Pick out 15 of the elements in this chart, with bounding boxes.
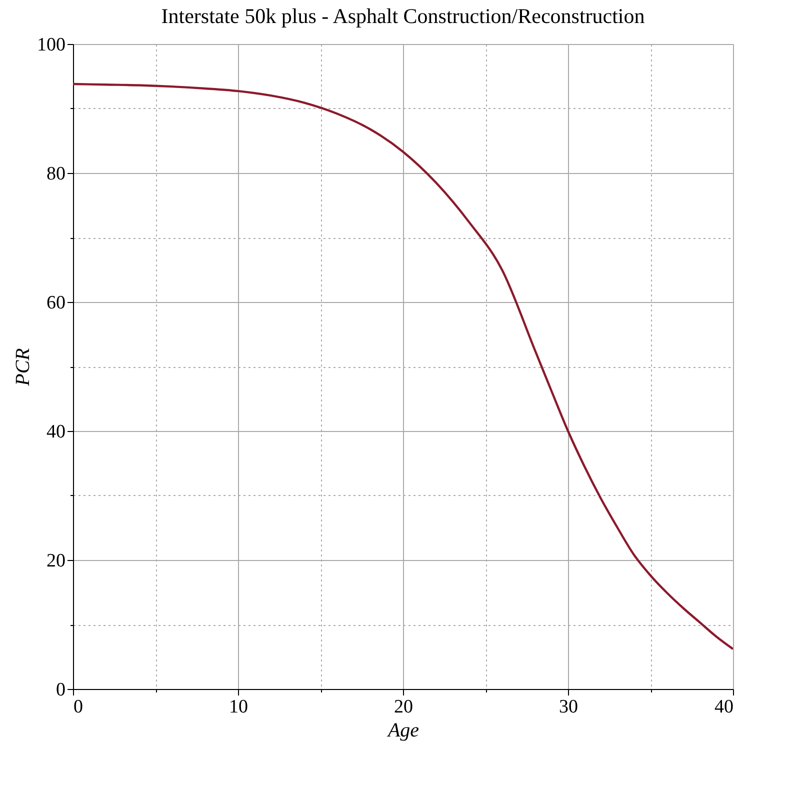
- y-tick-label: 40: [46, 422, 66, 442]
- x-axis-title: Age: [386, 720, 420, 742]
- y-tick-label: 0: [56, 680, 66, 700]
- x-tick-label: 10: [229, 696, 248, 718]
- y-tick-label: 60: [46, 292, 66, 314]
- line-series: [73, 82, 733, 650]
- y-tick-label: 100: [37, 34, 66, 56]
- x-tick-label: 30: [559, 696, 578, 718]
- x-tick-label: 0: [74, 696, 83, 718]
- x-tick-label: 20: [394, 696, 413, 718]
- x-tick-label: 40: [714, 696, 734, 718]
- y-axis-title: PCR: [12, 348, 34, 387]
- y-tick-label: 20: [46, 550, 66, 572]
- y-tick-label: 80: [46, 164, 66, 184]
- chart-title: Interstate 50k plus - Asphalt Construction/Reconstruction: [161, 4, 646, 28]
